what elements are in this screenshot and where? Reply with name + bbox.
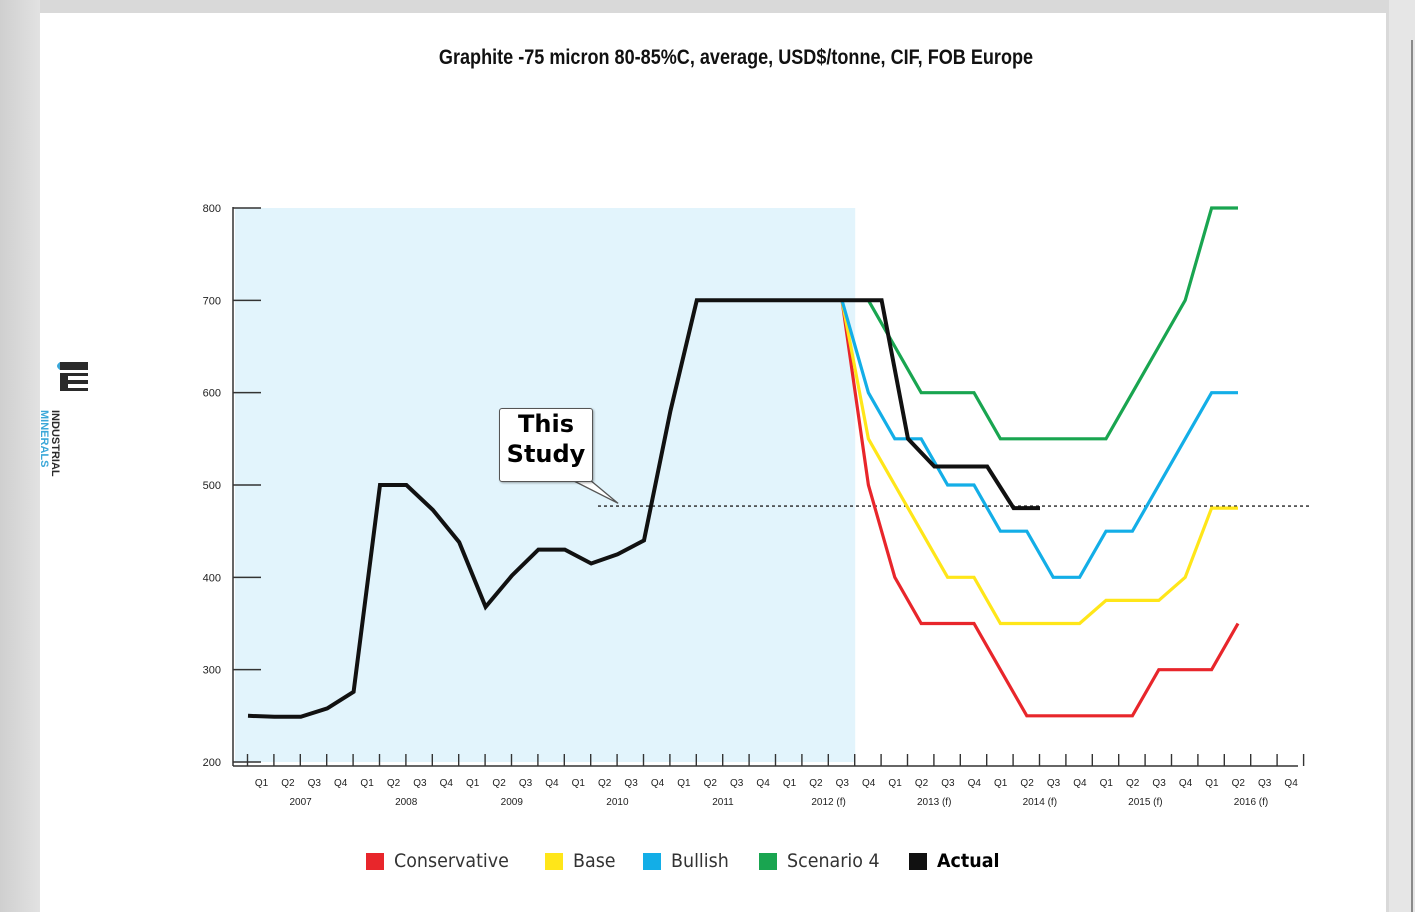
left-background	[0, 0, 40, 912]
year-label: 2008	[395, 797, 418, 808]
y-tick-label: 400	[203, 572, 221, 584]
year-label: 2012 (f)	[811, 797, 845, 808]
history-shading	[235, 208, 856, 762]
x-tick-label: Q4	[756, 778, 770, 789]
x-tick-label: Q3	[1258, 778, 1272, 789]
x-tick-label: Q4	[651, 778, 665, 789]
right-background	[1389, 0, 1415, 912]
y-tick-label: 600	[203, 388, 221, 400]
x-tick-label: Q4	[862, 778, 876, 789]
x-tick-label: Q1	[888, 778, 902, 789]
year-label: 2009	[501, 797, 524, 808]
x-tick-label: Q1	[1205, 778, 1219, 789]
x-tick-label: Q2	[809, 778, 823, 789]
series-line-scenario-4	[842, 206, 1238, 441]
x-tick-label: Q3	[730, 778, 744, 789]
legend-swatch	[909, 852, 927, 870]
x-tick-label: Q4	[968, 778, 982, 789]
x-tick-label: Q4	[1179, 778, 1193, 789]
year-label: 2010	[606, 797, 629, 808]
x-tick-label: Q4	[1073, 778, 1087, 789]
series-line-conservative	[840, 300, 1240, 718]
x-tick-label: Q4	[334, 778, 348, 789]
legend-label: Bullish	[671, 850, 729, 872]
year-label: 2011	[712, 797, 734, 808]
series-line-base	[840, 300, 1238, 626]
legend-swatch	[545, 852, 563, 870]
legend-label: Actual	[937, 850, 1000, 872]
industrial-minerals-logo-icon	[57, 362, 88, 391]
x-tick-label: Q2	[1126, 778, 1140, 789]
x-tick-label: Q1	[360, 778, 374, 789]
chart-legend: Conservative Base Bullish Scenario 4 Actual	[0, 846, 1415, 876]
x-tick-label: Q2	[1020, 778, 1034, 789]
x-tick-label: Q1	[1100, 778, 1114, 789]
x-tick-label: Q3	[413, 778, 427, 789]
y-tick-label: 200	[203, 757, 221, 769]
x-tick-label: Q3	[941, 778, 955, 789]
callout-line-1: This	[518, 410, 574, 438]
chart-title: Graphite -75 micron 80-85%C, average, US…	[438, 46, 1034, 69]
legend-label: Scenario 4	[787, 850, 880, 872]
legend-item: Actual	[909, 846, 1005, 876]
x-tick-label: Q3	[836, 778, 850, 789]
year-label: 2014 (f)	[1023, 797, 1057, 808]
y-tick-label: 700	[203, 295, 221, 307]
legend-swatch	[643, 852, 661, 870]
x-tick-label: Q2	[598, 778, 612, 789]
y-tick-label: 500	[203, 480, 221, 492]
legend-swatch	[759, 852, 777, 870]
x-tick-label: Q2	[704, 778, 718, 789]
x-tick-label: Q4	[545, 778, 559, 789]
x-tick-label: Q2	[1232, 778, 1246, 789]
x-tick-label: Q1	[255, 778, 269, 789]
x-tick-label: Q3	[308, 778, 322, 789]
year-label: 2013 (f)	[917, 797, 951, 808]
series-line-actual	[247, 298, 1040, 719]
x-tick-label: Q3	[624, 778, 638, 789]
x-tick-label: Q2	[387, 778, 401, 789]
x-tick-label: Q4	[440, 778, 454, 789]
x-tick-label: Q3	[1152, 778, 1166, 789]
x-tick-label: Q1	[677, 778, 691, 789]
x-tick-label: Q3	[1047, 778, 1061, 789]
year-label: 2016 (f)	[1234, 797, 1268, 808]
this-study-callout: This Study	[499, 408, 593, 482]
x-tick-label: Q1	[994, 778, 1008, 789]
y-tick-label: 300	[203, 665, 221, 677]
x-tick-label: Q1	[783, 778, 797, 789]
x-tick-label: Q1	[466, 778, 480, 789]
year-label: 2007	[289, 797, 312, 808]
y-tick-label: 800	[203, 203, 221, 215]
legend-item: Base	[545, 846, 619, 876]
right-border	[1411, 40, 1413, 912]
legend-item: Bullish	[643, 846, 734, 876]
legend-label: Conservative	[394, 850, 509, 872]
x-tick-label: Q2	[915, 778, 929, 789]
legend-swatch	[366, 852, 384, 870]
legend-item: Scenario 4	[759, 846, 888, 876]
x-tick-label: Q2	[492, 778, 506, 789]
legend-label: Base	[573, 850, 616, 872]
callout-line-2: Study	[506, 440, 586, 468]
legend-item: Conservative	[366, 846, 519, 876]
x-tick-label: Q1	[572, 778, 586, 789]
x-tick-label: Q2	[281, 778, 295, 789]
series-line-bullish	[840, 299, 1238, 579]
x-tick-label: Q4	[1284, 778, 1298, 789]
x-tick-label: Q3	[519, 778, 533, 789]
year-label: 2015 (f)	[1128, 797, 1162, 808]
